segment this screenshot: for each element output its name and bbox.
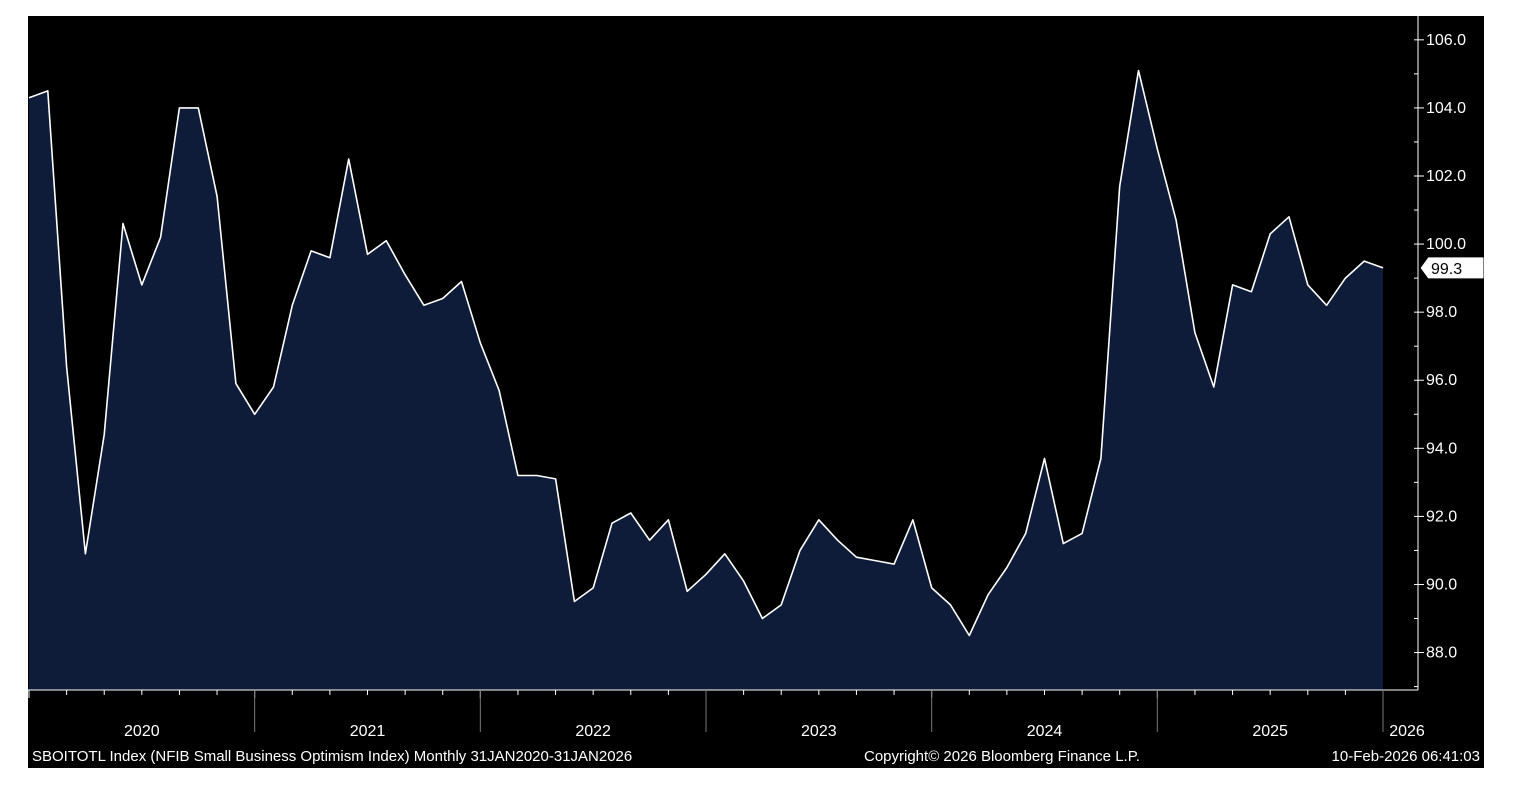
x-tick-label: 2020 — [124, 723, 160, 740]
x-axis: 2020 2021 2022 2023 2024 2025 2026 — [28, 689, 1425, 740]
x-tick-label: 2026 — [1389, 723, 1425, 740]
chart-panel: 2020 2021 2022 2023 2024 2025 2026 88.0 90.0 92.… — [28, 16, 1484, 768]
x-tick-label: 2022 — [575, 723, 611, 740]
y-tick-label: 102.0 — [1426, 168, 1466, 185]
last-value-box — [1419, 256, 1484, 280]
y-axis: 88.0 90.0 92.0 94.0 96.0 98.0 100.0 102.0 104.0 1… — [1414, 16, 1466, 690]
timestamp-text: 10-Feb-2026 06:41:03 — [1331, 748, 1480, 765]
y-tick-label: 100.0 — [1426, 236, 1466, 253]
y-tick-label: 96.0 — [1426, 372, 1457, 389]
y-tick-label: 104.0 — [1426, 100, 1466, 117]
y-tick-label: 92.0 — [1426, 508, 1457, 525]
x-tick-label: 2023 — [801, 723, 837, 740]
series-area — [29, 70, 1383, 690]
area-layer — [28, 69, 1384, 690]
y-tick-label: 98.0 — [1426, 304, 1457, 321]
y-tick-label: 94.0 — [1426, 440, 1457, 457]
copyright-text: Copyright© 2026 Bloomberg Finance L.P. — [864, 748, 1140, 765]
chart-svg: 2020 2021 2022 2023 2024 2025 2026 88.0 90.0 92.… — [28, 16, 1484, 740]
last-value-label: 99.3 — [1431, 261, 1462, 278]
last-value-layer: 99.3 — [1419, 256, 1484, 280]
x-tick-label: 2025 — [1252, 723, 1288, 740]
series-line — [28, 69, 1384, 637]
y-tick-label: 90.0 — [1426, 576, 1457, 593]
x-tick-label: 2021 — [350, 723, 386, 740]
series-description: SBOITOTL Index (NFIB Small Business Opti… — [32, 748, 633, 765]
y-tick-label: 88.0 — [1426, 645, 1457, 662]
x-tick-label: 2024 — [1027, 723, 1063, 740]
y-tick-label: 106.0 — [1426, 32, 1466, 49]
